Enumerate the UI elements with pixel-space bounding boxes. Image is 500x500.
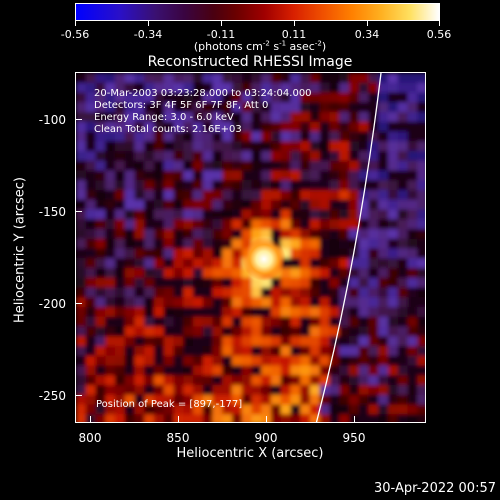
colorbar-label: -0.34 — [133, 28, 163, 41]
y-tick-mark — [76, 211, 82, 212]
y-tick-label: -200 — [38, 297, 66, 311]
colorbar-tick — [439, 21, 440, 26]
colorbar-label: 0.34 — [354, 28, 380, 41]
detectors: Detectors: 3F 4F 5F 6F 7F 8F, Att 0 — [94, 100, 269, 111]
time-range: 20-Mar-2003 03:23:28.000 to 03:24:04.000 — [94, 88, 312, 99]
heatmap — [76, 73, 425, 422]
y-tick-label: -150 — [38, 205, 66, 219]
x-tick-mark — [178, 416, 179, 422]
rhessi-image: 20-Mar-2003 03:23:28.000 to 03:24:04.000… — [75, 72, 426, 423]
x-tick-mark — [90, 416, 91, 422]
solar-limb — [315, 73, 382, 422]
y-tick-label: -250 — [38, 389, 66, 403]
x-tick-label: 850 — [166, 431, 190, 445]
colorbar-units: (photons cm-2 s-1 asec-2) — [193, 39, 327, 53]
colorbar-tick — [148, 21, 149, 26]
y-tick-label: -100 — [38, 113, 66, 127]
peak-position: Position of Peak = [897,-177] — [96, 399, 243, 410]
x-tick-mark — [266, 416, 267, 422]
y-tick-mark — [76, 395, 82, 396]
colorbar-label: -0.11 — [206, 28, 236, 41]
peak-source — [242, 237, 286, 281]
colorbar — [75, 3, 440, 21]
image-title: Reconstructed RHESSI Image — [147, 54, 353, 70]
colorbar-tick — [75, 21, 76, 26]
energy-range: Energy Range: 3.0 - 6.0 keV — [94, 112, 234, 123]
x-tick-label: 950 — [342, 431, 366, 445]
total-counts: Clean Total counts: 2.16E+03 — [94, 124, 242, 135]
colorbar-tick — [294, 21, 295, 26]
x-tick-label: 900 — [254, 431, 278, 445]
y-tick-mark — [76, 303, 82, 304]
y-axis-label: Heliocentric Y (arcsec) — [12, 177, 28, 323]
colorbar-label: 0.56 — [426, 28, 452, 41]
colorbar-tick — [221, 21, 222, 26]
x-axis-label: Heliocentric X (arcsec) — [176, 446, 324, 461]
x-tick-label: 800 — [78, 431, 102, 445]
y-tick-mark — [76, 119, 82, 120]
colorbar-tick — [367, 21, 368, 26]
timestamp: 30-Apr-2022 00:57 — [374, 481, 496, 496]
colorbar-label: 0.11 — [281, 28, 307, 41]
colorbar-label: -0.56 — [60, 28, 90, 41]
x-tick-mark — [354, 416, 355, 422]
